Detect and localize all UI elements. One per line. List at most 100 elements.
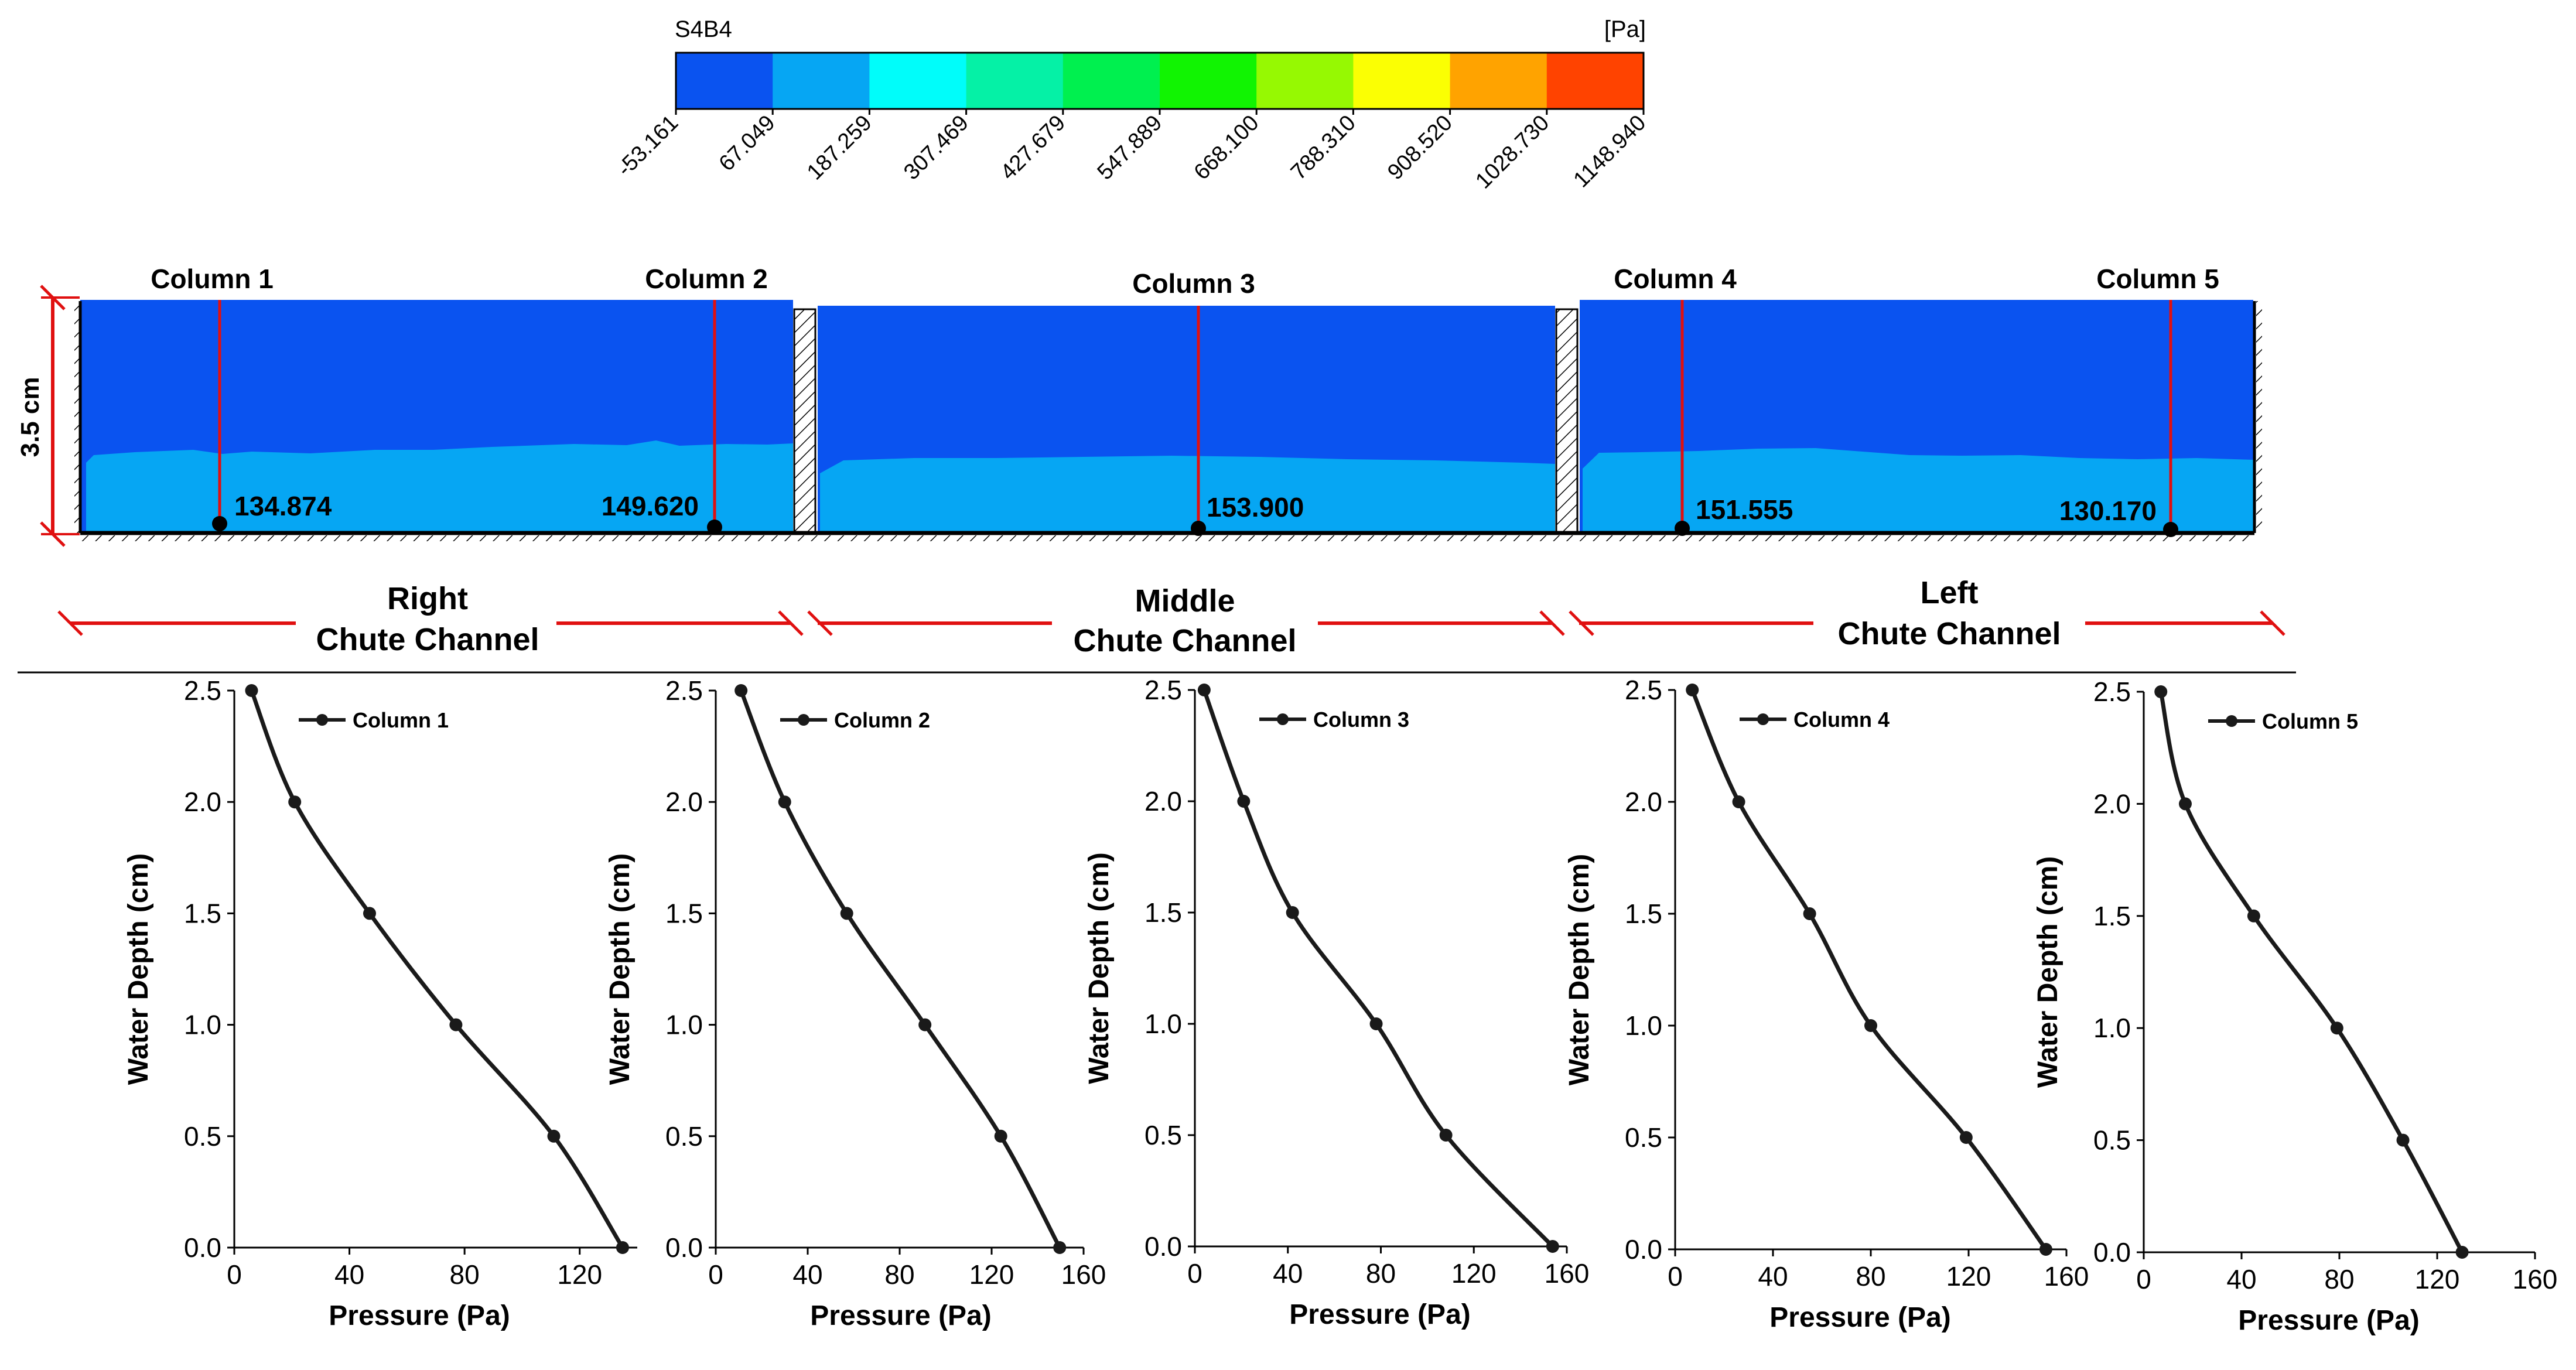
data-point (2396, 1133, 2410, 1147)
x-axis-label: Pressure (Pa) (329, 1300, 510, 1331)
column-probe-4: Column 4 151.555 (1614, 264, 1793, 536)
colorbar-cell (869, 53, 967, 109)
y-tick-label: 1.0 (184, 1010, 221, 1040)
colorbar-tick-label: 547.889 (1093, 111, 1167, 185)
data-point (1803, 907, 1816, 920)
x-axis-label: Pressure (Pa) (810, 1300, 992, 1331)
right-wall-hatch (2256, 301, 2262, 533)
column-probe-1: Column 1 134.874 (151, 264, 332, 531)
data-point (616, 1241, 629, 1254)
data-point (1286, 906, 1299, 919)
colorbar-tick-label: 668.100 (1190, 111, 1264, 185)
series-line (250, 689, 624, 1249)
y-tick-label: 0.0 (665, 1232, 703, 1263)
data-point (2330, 1021, 2343, 1035)
probe-value: 130.170 (2059, 496, 2157, 526)
column-label: Column 3 (1132, 268, 1255, 299)
colorbar-cell (1062, 53, 1160, 109)
contour-panel: 3.5 cm Column 1 134.874 Column 2 149.620… (16, 264, 2262, 547)
x-tick-label: 120 (1451, 1258, 1497, 1289)
data-point (449, 1018, 463, 1031)
legend-marker (2226, 715, 2237, 727)
pressure-chart-2: 0 40 80 120 160 0.0 0.5 1.0 1.5 2.0 2.5 Pressure (P… (604, 675, 1106, 1331)
probe-point (1675, 521, 1690, 536)
y-axis-label: Water Depth (cm) (2032, 856, 2063, 1088)
data-point (1439, 1129, 1453, 1142)
y-axis-label: Water Depth (cm) (123, 853, 154, 1085)
y-tick-label: 2.0 (184, 787, 221, 817)
data-point (1686, 684, 1699, 696)
x-tick-label: 40 (2226, 1264, 2256, 1294)
data-point (547, 1129, 561, 1143)
x-tick-label: 120 (557, 1259, 602, 1290)
y-tick-label: 1.5 (665, 898, 703, 928)
y-tick-label: 2.5 (184, 675, 221, 706)
colorbar-tick-label: 427.679 (996, 111, 1070, 185)
x-tick-label: 160 (1061, 1259, 1106, 1290)
colorbar-cell (676, 53, 773, 109)
left-wall-hatch (74, 301, 80, 533)
pressure-chart-1: 0 40 80 120 0.0 0.5 1.0 1.5 2.0 2.5 Pressure (Pa) W… (123, 675, 637, 1331)
colorbar-cell (966, 53, 1064, 109)
channel-name: Right (387, 581, 468, 616)
data-point (918, 1018, 932, 1031)
legend-marker (1757, 713, 1769, 725)
column-probe-3: Column 3 153.900 (1132, 268, 1304, 536)
y-tick-label: 1.0 (665, 1010, 703, 1040)
column-probe-2: Column 2 149.620 (602, 264, 768, 535)
height-label: 3.5 cm (16, 377, 45, 457)
x-tick-label: 0 (2136, 1264, 2151, 1294)
legend-label: Column 2 (834, 708, 930, 732)
y-tick-label: 1.0 (2093, 1013, 2131, 1043)
colorbar-cell (1450, 53, 1547, 109)
colorbar-tick-label: 187.259 (802, 111, 877, 185)
x-tick-label: 40 (1273, 1258, 1303, 1289)
colorbar-cell (1160, 53, 1257, 109)
legend-marker (316, 714, 328, 726)
colorbar-tick-label: -53.161 (613, 111, 684, 182)
probe-value: 153.900 (1207, 492, 1304, 522)
x-tick-label: 40 (792, 1259, 822, 1290)
legend-marker (1277, 713, 1289, 725)
legend-label: Column 4 (1793, 708, 1890, 732)
y-tick-label: 0.5 (1625, 1122, 1662, 1153)
column-label: Column 1 (151, 264, 274, 294)
y-tick-label: 1.5 (184, 898, 221, 928)
probe-point (212, 516, 227, 531)
colorbar-cells (676, 53, 1644, 109)
channel-labels: Right Chute Channel Middle Chute Channel… (18, 575, 2296, 674)
channel-label-right: Right Chute Channel (70, 581, 791, 657)
y-axis-label: Water Depth (cm) (1564, 854, 1595, 1086)
y-axis-label: Water Depth (cm) (604, 853, 636, 1085)
y-tick-label: 0.0 (1144, 1231, 1182, 1262)
colorbar-tick-label: 908.520 (1383, 111, 1457, 185)
probe-value: 149.620 (602, 491, 699, 521)
x-tick-label: 80 (1366, 1258, 1396, 1289)
y-tick-label: 1.0 (1625, 1010, 1662, 1041)
data-point (1864, 1019, 1877, 1032)
colorbar-cell (1353, 53, 1451, 109)
data-point (2178, 797, 2192, 811)
colorbar-tick-label: 788.310 (1286, 111, 1361, 185)
channel-middle-water (820, 456, 1555, 532)
y-tick-label: 0.5 (1144, 1120, 1182, 1150)
x-axis-label: Pressure (Pa) (1289, 1299, 1471, 1330)
divider-wall-2 (1555, 308, 1579, 535)
channel-right-water (86, 440, 793, 532)
colorbar: S4B4 [Pa] -53.161 67.049 187.259 307.469 427… (613, 16, 1651, 193)
y-tick-label: 2.0 (1625, 787, 1662, 817)
data-point (1053, 1241, 1067, 1254)
colorbar-tick-labels: -53.161 67.049 187.259 307.469 427.679 547.88… (613, 109, 1651, 193)
channel-label-left: Left Chute Channel (1579, 575, 2273, 651)
data-point (288, 795, 302, 809)
x-tick-label: 160 (2513, 1264, 2558, 1294)
colorbar-unit: [Pa] (1604, 16, 1646, 42)
series-line (1202, 689, 1555, 1248)
column-label: Column 4 (1614, 264, 1737, 294)
channel-left-water (1583, 448, 2253, 532)
y-tick-label: 0.0 (1625, 1234, 1662, 1265)
legend-label: Column 5 (2262, 709, 2358, 733)
x-tick-label: 80 (2324, 1264, 2354, 1294)
